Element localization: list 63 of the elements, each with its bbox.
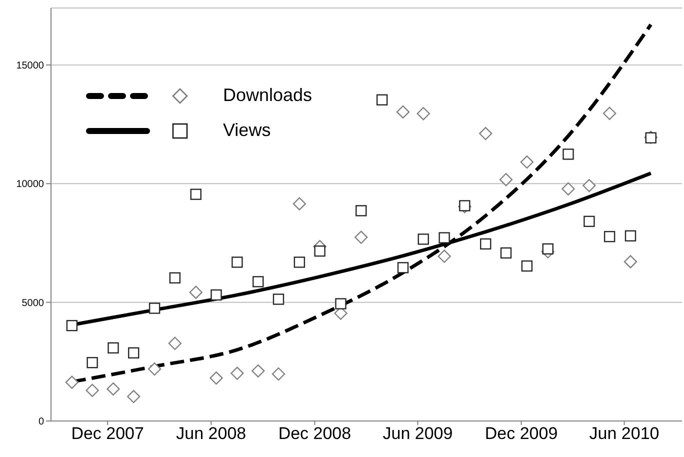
point [148,362,162,376]
point [624,230,636,242]
point [292,197,306,210]
point [459,200,470,212]
point [106,382,120,396]
point [416,107,430,120]
point [272,367,286,381]
point [520,155,534,169]
point [210,371,223,385]
point [294,256,306,268]
point [499,173,513,186]
point [86,384,99,397]
point [314,245,326,257]
point [562,182,575,196]
y-tick-label: 5000 [22,298,44,309]
point [562,148,574,160]
point [582,178,596,192]
x-tick-label: Dec 2008 [278,424,352,444]
x-tick-label: Jun 2010 [589,424,660,444]
legend-label: Downloads [223,85,312,106]
y-tick-label: 15000 [16,60,44,72]
point [210,289,222,301]
point [521,260,533,272]
point [252,276,264,288]
point [65,376,79,389]
point [168,336,182,350]
legend-label: Views [223,120,271,141]
point [480,238,492,250]
point [397,262,409,274]
point [438,250,451,263]
point [252,364,265,378]
point [354,230,368,244]
x-tick-label: Dec 2009 [484,424,558,444]
point [396,105,410,119]
point [418,234,429,245]
point [335,298,346,310]
point [108,342,119,354]
point [86,357,98,368]
y-tick-label: 10000 [16,179,44,190]
point [500,247,512,259]
point [584,216,595,227]
point [604,230,616,242]
point [66,320,78,332]
point [190,188,202,200]
point [376,94,388,106]
point [356,205,367,216]
point [169,272,181,284]
x-tick-label: Dec 2007 [71,424,144,444]
point [230,366,244,380]
point [189,286,202,299]
y-tick-label: 0 [38,416,44,428]
x-tick-label: Jun 2008 [176,424,246,444]
point [602,106,616,120]
point [148,302,160,314]
point [479,126,492,140]
x-tick-label: Jun 2009 [382,424,453,444]
point [128,347,140,358]
point [624,255,638,268]
point [542,243,554,255]
point [232,256,243,268]
point [272,294,284,305]
point [127,390,140,404]
point [438,232,450,244]
